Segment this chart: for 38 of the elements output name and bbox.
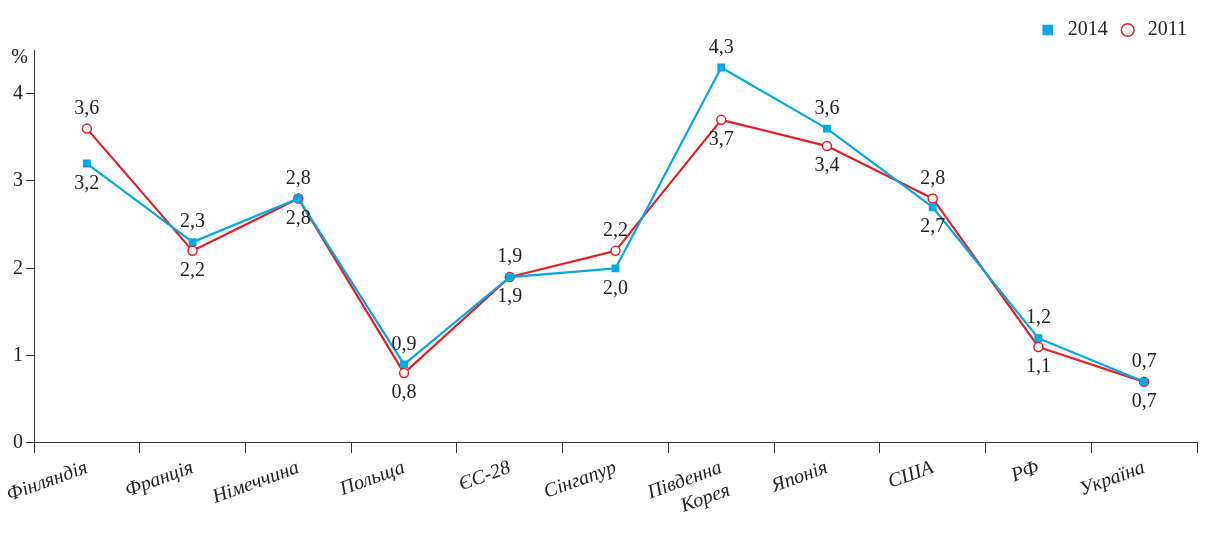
y-tick-label: 4 <box>13 80 23 103</box>
x-tick-label: Польща <box>335 455 408 501</box>
y-tick-label: 0 <box>13 430 23 453</box>
data-label: 3,6 <box>74 95 100 118</box>
data-label: 2,8 <box>285 165 311 188</box>
data-label: 2,0 <box>603 275 628 298</box>
data-label: 2,2 <box>603 218 628 241</box>
data-label: 3,2 <box>74 170 100 193</box>
data-label: 4,3 <box>708 34 734 57</box>
data-label: 0,8 <box>391 380 417 403</box>
data-label: 0,9 <box>391 331 417 354</box>
y-tick-label: 3 <box>13 168 23 191</box>
x-tick-label: Сінгапур <box>540 455 620 503</box>
data-label: 0,7 <box>1131 349 1157 372</box>
x-tick-label: Україна <box>1076 455 1148 501</box>
data-label: 1,1 <box>1025 354 1051 377</box>
data-label: 3,7 <box>708 127 734 150</box>
data-label: 0,7 <box>1131 389 1157 412</box>
data-label: 2,8 <box>920 165 946 188</box>
x-tick-label: РФ <box>1007 455 1042 486</box>
data-label: 3,4 <box>814 153 840 176</box>
y-tick-label: 1 <box>13 342 23 365</box>
data-label: 3,6 <box>814 95 840 118</box>
data-label: 1,9 <box>497 244 523 267</box>
x-tick-label: Франція <box>121 455 197 502</box>
y-axis-title: % <box>11 45 28 68</box>
legend-label: 2014 <box>1067 17 1108 40</box>
data-label: 2,3 <box>180 209 206 232</box>
data-label: 2,7 <box>920 214 946 237</box>
data-label: 2,8 <box>285 205 311 228</box>
x-tick-label: США <box>884 455 937 492</box>
data-label: 2,2 <box>180 258 206 281</box>
y-tick-label: 2 <box>13 255 23 278</box>
data-label: 1,2 <box>1025 305 1051 328</box>
legend-label: 2011 <box>1147 17 1188 40</box>
x-tick-label: Японія <box>767 455 831 497</box>
x-tick-label: ЄС-28 <box>455 455 513 495</box>
data-label: 1,9 <box>497 284 523 307</box>
